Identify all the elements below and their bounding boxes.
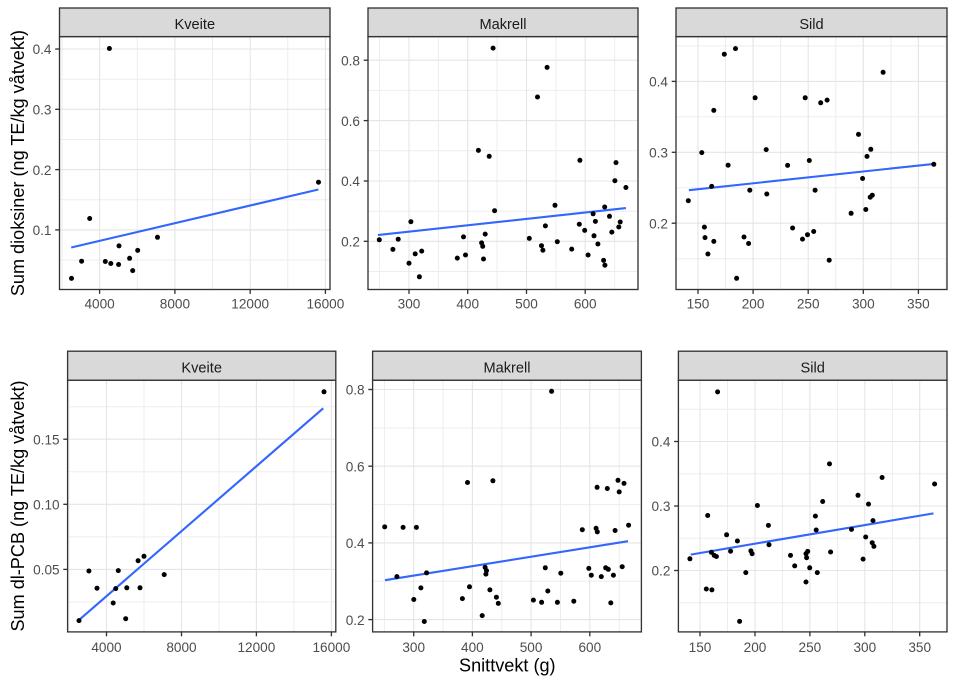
svg-text:300: 300 [398,296,421,311]
svg-text:Sum dl-PCB (ng TE/kg våtvekt): Sum dl-PCB (ng TE/kg våtvekt) [8,380,28,631]
svg-text:8000: 8000 [166,640,197,655]
svg-text:0.3: 0.3 [649,146,668,161]
svg-text:0.05: 0.05 [33,563,59,578]
svg-text:0.8: 0.8 [346,383,365,398]
svg-text:400: 400 [456,296,479,311]
svg-text:0.4: 0.4 [649,75,668,90]
svg-text:0.2: 0.2 [341,235,360,250]
svg-text:0.3: 0.3 [651,499,670,514]
svg-text:300: 300 [852,296,875,311]
svg-text:Makrell: Makrell [479,17,526,33]
svg-text:4000: 4000 [91,640,122,655]
svg-text:150: 150 [687,296,710,311]
svg-text:600: 600 [578,640,601,655]
svg-text:0.2: 0.2 [649,216,668,231]
svg-text:12000: 12000 [237,640,275,655]
svg-text:0.10: 0.10 [33,498,60,513]
svg-text:350: 350 [908,640,931,655]
svg-text:200: 200 [744,640,767,655]
svg-text:16000: 16000 [306,296,344,311]
svg-text:0.4: 0.4 [346,536,365,551]
svg-text:Sild: Sild [799,17,823,33]
svg-text:400: 400 [461,640,484,655]
svg-text:500: 500 [520,640,543,655]
svg-text:0.4: 0.4 [341,174,360,189]
svg-text:150: 150 [689,640,712,655]
svg-text:0.6: 0.6 [341,114,360,129]
svg-text:300: 300 [853,640,876,655]
svg-text:300: 300 [402,640,425,655]
svg-text:Kveite: Kveite [175,17,216,33]
svg-text:0.1: 0.1 [33,223,52,238]
svg-text:4000: 4000 [84,296,115,311]
svg-text:16000: 16000 [312,640,350,655]
svg-text:Sum dioksiner (ng TE/kg våtvek: Sum dioksiner (ng TE/kg våtvekt) [8,30,28,296]
svg-text:Sild: Sild [801,360,825,376]
svg-text:Makrell: Makrell [483,360,530,376]
svg-text:0.4: 0.4 [651,435,670,450]
svg-text:0.4: 0.4 [33,42,52,57]
svg-text:0.15: 0.15 [33,432,59,447]
svg-text:600: 600 [574,296,597,311]
svg-text:500: 500 [515,296,538,311]
svg-text:8000: 8000 [160,296,191,311]
svg-text:200: 200 [742,296,765,311]
svg-text:0.3: 0.3 [33,103,52,118]
svg-text:0.6: 0.6 [346,459,365,474]
svg-text:0.2: 0.2 [346,613,365,628]
svg-text:350: 350 [907,296,930,311]
svg-text:250: 250 [799,640,822,655]
svg-text:250: 250 [797,296,820,311]
svg-text:0.8: 0.8 [341,53,360,68]
svg-text:0.2: 0.2 [33,163,52,178]
svg-text:0.2: 0.2 [651,564,670,579]
svg-text:12000: 12000 [231,296,269,311]
svg-text:Snittvekt (g): Snittvekt (g) [459,656,556,676]
svg-text:Kveite: Kveite [181,360,222,376]
